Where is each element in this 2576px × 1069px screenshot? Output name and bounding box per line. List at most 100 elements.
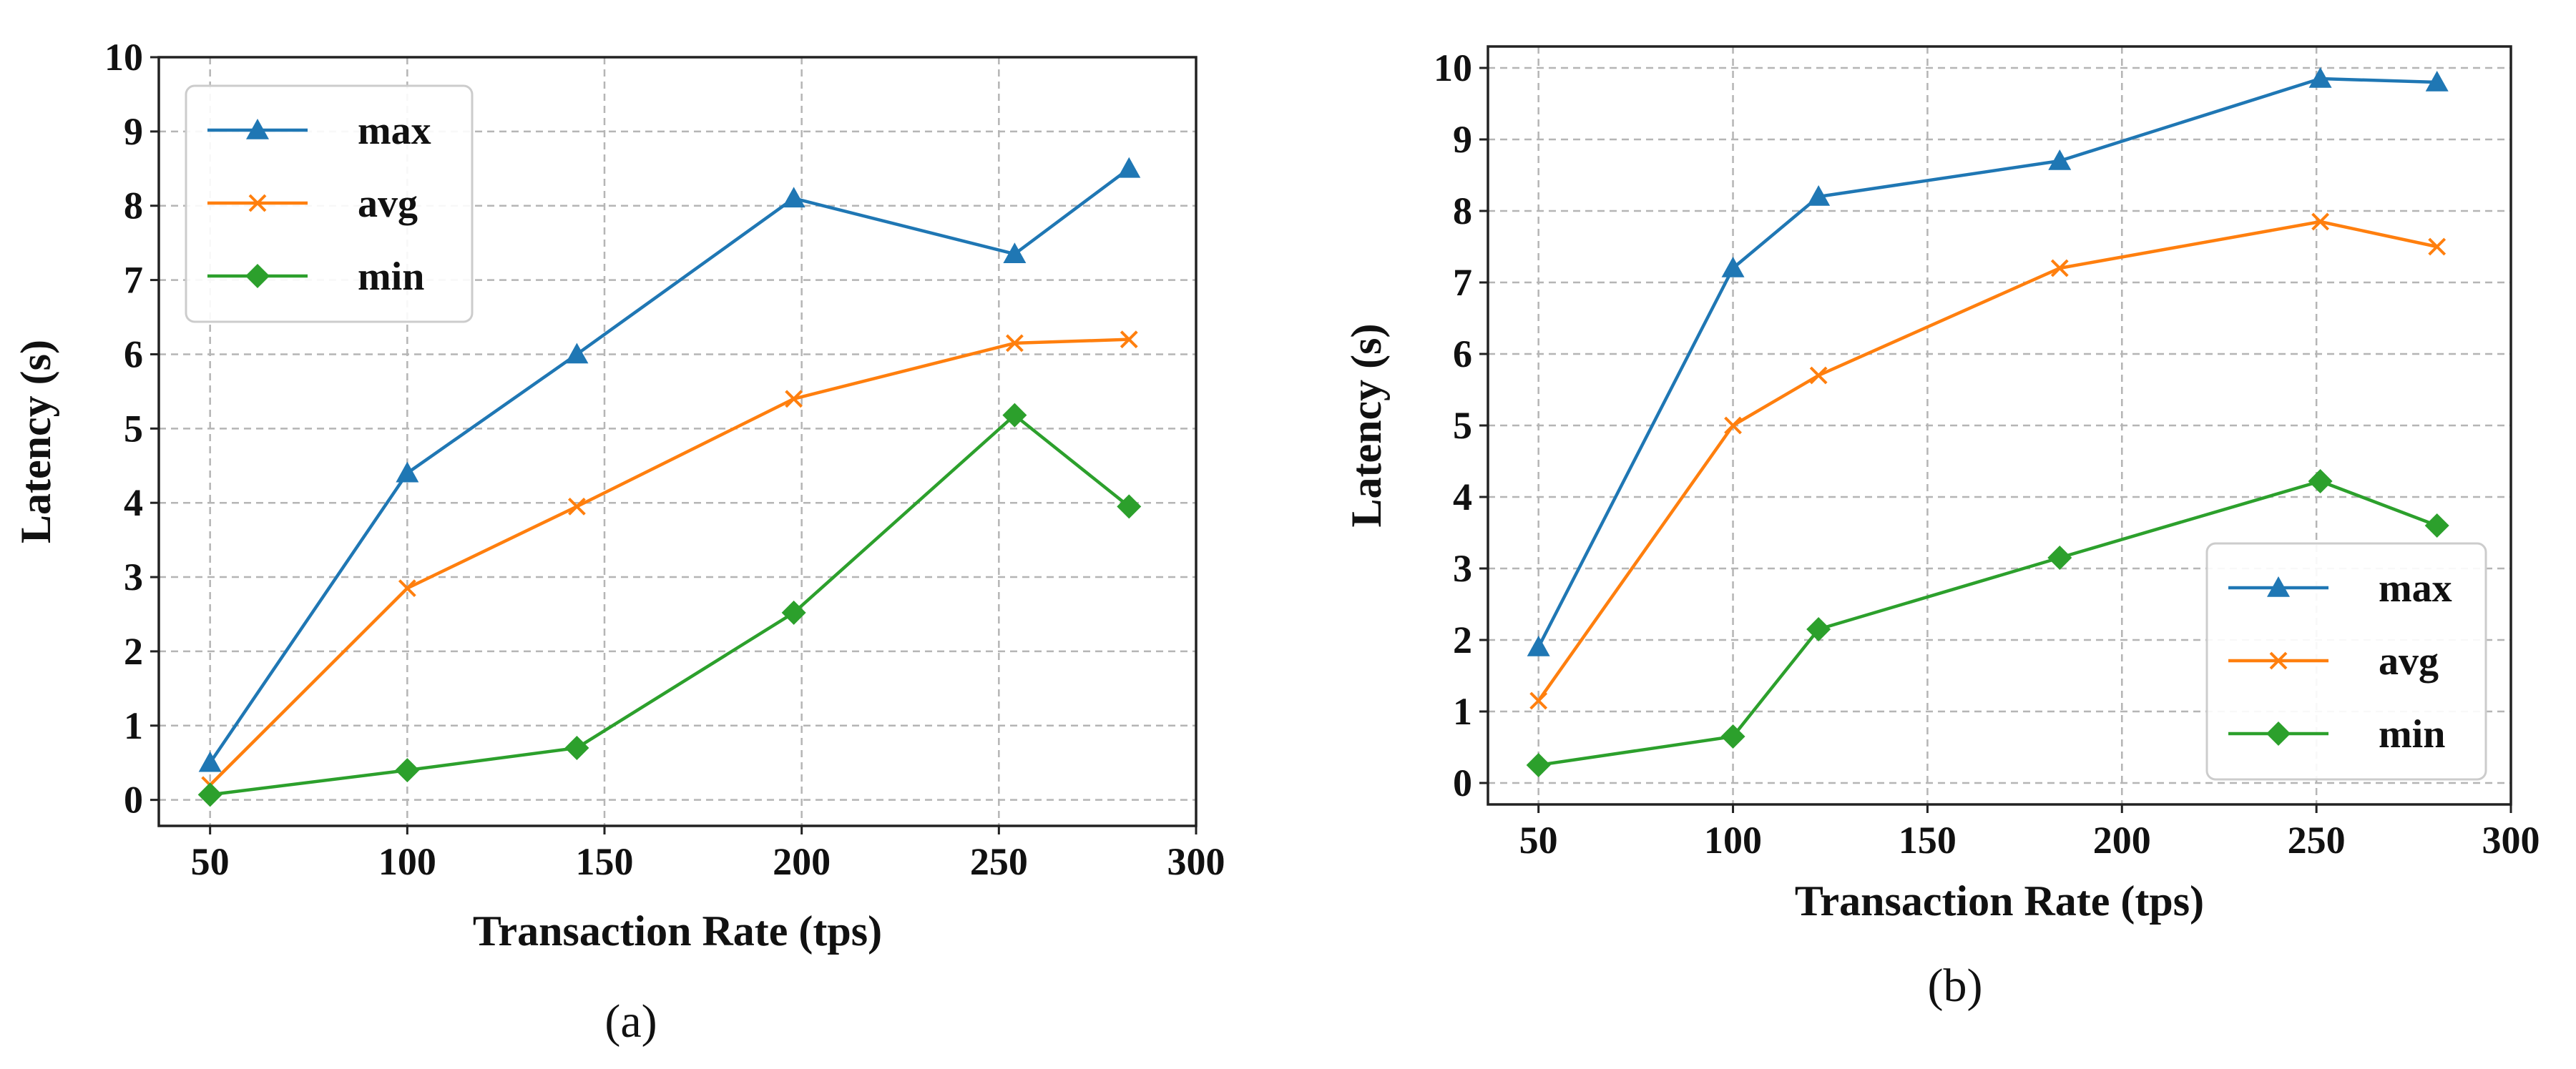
legend-marker-avg — [248, 194, 267, 212]
series-min — [197, 403, 1142, 807]
x-tick-label: 250 — [2288, 819, 2346, 862]
data-point-min — [1720, 724, 1745, 749]
legend-label: min — [358, 255, 424, 299]
y-tick-label: 3 — [1453, 547, 1472, 590]
data-point-avg — [2428, 237, 2447, 256]
y-tick-label: 7 — [124, 259, 143, 302]
data-point-avg — [1809, 366, 1828, 385]
x-tick-label: 50 — [1519, 819, 1558, 862]
data-point-avg — [567, 497, 586, 516]
data-point-min — [2308, 469, 2333, 493]
series-line-avg — [1537, 220, 2438, 702]
y-tick-label: 10 — [1434, 46, 1472, 89]
legend: max avg min — [2205, 542, 2487, 781]
y-tick-label: 5 — [1453, 404, 1472, 447]
legend-item-max: max — [2228, 566, 2452, 611]
series-line-min — [210, 413, 1130, 797]
data-point-min — [781, 600, 806, 625]
series-line-max — [208, 167, 1130, 764]
y-tick-label: 1 — [124, 704, 143, 747]
data-point-max — [2425, 71, 2449, 92]
x-tick-label: 200 — [2093, 819, 2151, 862]
x-tick-label: 300 — [1167, 840, 1225, 883]
series-max — [198, 157, 1141, 772]
chart-a: 50 100 150 200 250 300 0 1 2 3 4 5 6 7 8 9 10 Transaction… — [12, 36, 1225, 955]
y-tick-label: 2 — [1453, 619, 1472, 661]
y-tick-label: 4 — [1453, 476, 1472, 518]
data-point-min — [1526, 753, 1551, 777]
x-tick-label: 300 — [2482, 819, 2540, 862]
plot-frame — [157, 56, 1198, 827]
y-axis: 0 1 2 3 4 5 6 7 8 9 10 — [104, 36, 159, 822]
series-avg — [1529, 212, 2447, 710]
data-point-avg — [398, 579, 416, 598]
data-point-min — [197, 782, 222, 807]
data-point-avg — [1005, 334, 1024, 353]
data-point-max — [1117, 157, 1141, 178]
legend-label: min — [2379, 712, 2445, 757]
y-axis-label: Latency (s) — [1343, 324, 1390, 528]
y-tick-label: 9 — [124, 110, 143, 153]
chart-b: 50 100 150 200 250 300 0 1 2 3 4 5 6 7 8 9 10 Transaction… — [1343, 45, 2540, 925]
x-tick-label: 250 — [970, 840, 1028, 883]
data-point-min — [564, 735, 589, 760]
y-tick-label: 0 — [124, 779, 143, 822]
x-tick-label: 200 — [773, 840, 831, 883]
y-tick-label: 1 — [1453, 690, 1472, 733]
data-point-min — [395, 758, 420, 783]
x-axis-label: Transaction Rate (tps) — [473, 907, 882, 955]
x-axis: 50 100 150 200 250 300 — [191, 826, 1225, 883]
legend-item-min: min — [2228, 712, 2445, 757]
data-point-max — [782, 187, 805, 208]
data-point-avg — [1724, 416, 1742, 435]
y-tick-label: 8 — [1453, 189, 1472, 232]
data-point-max — [1527, 636, 1550, 656]
legend-item-avg: avg — [207, 182, 418, 226]
x-tick-label: 150 — [1899, 819, 1957, 862]
y-tick-label: 4 — [124, 481, 143, 524]
legend-label: avg — [2379, 639, 2439, 684]
legend-marker-max — [246, 119, 269, 139]
y-tick-label: 6 — [1453, 332, 1472, 375]
y-tick-label: 6 — [124, 332, 143, 375]
legend-box — [185, 84, 474, 323]
series-line-min — [1538, 479, 2438, 767]
data-point-max — [2308, 67, 2332, 88]
y-tick-label: 9 — [1453, 118, 1472, 161]
x-axis: 50 100 150 200 250 300 — [1519, 804, 2540, 862]
y-tick-label: 5 — [124, 407, 143, 450]
data-point-max — [396, 461, 419, 483]
caption-a: (a) — [604, 995, 657, 1048]
data-point-max — [1807, 185, 1831, 206]
series-max — [1527, 67, 2449, 656]
legend-label: avg — [358, 182, 418, 226]
legend-marker-avg — [2269, 651, 2288, 670]
legend-item-avg: avg — [2228, 639, 2439, 684]
grid-lines — [159, 56, 1198, 826]
legend-box — [2205, 542, 2487, 781]
data-point-max — [2048, 149, 2072, 170]
x-tick-label: 50 — [191, 840, 230, 883]
data-point-min — [2424, 513, 2449, 538]
legend-marker-min — [2266, 721, 2291, 746]
legend-item-min: min — [207, 255, 424, 299]
y-tick-label: 7 — [1453, 261, 1472, 304]
y-tick-label: 0 — [1453, 762, 1472, 804]
data-point-max — [565, 343, 589, 364]
legend-label: max — [358, 109, 431, 153]
series-line-max — [1537, 77, 2437, 649]
data-point-max — [1003, 242, 1027, 264]
series-avg — [201, 330, 1138, 794]
x-axis-label: Transaction Rate (tps) — [1795, 877, 2204, 925]
data-point-min — [1002, 403, 1027, 428]
y-axis: 0 1 2 3 4 5 6 7 8 9 10 — [1434, 46, 1488, 804]
data-point-avg — [2311, 212, 2329, 231]
legend-marker-max — [2267, 576, 2290, 597]
y-tick-label: 2 — [124, 630, 143, 673]
data-point-avg — [2050, 259, 2069, 277]
series-min — [1526, 469, 2449, 777]
data-point-min — [2047, 546, 2072, 570]
legend-item-max: max — [207, 109, 431, 153]
x-tick-label: 150 — [576, 840, 634, 883]
legend-label: max — [2379, 566, 2452, 611]
